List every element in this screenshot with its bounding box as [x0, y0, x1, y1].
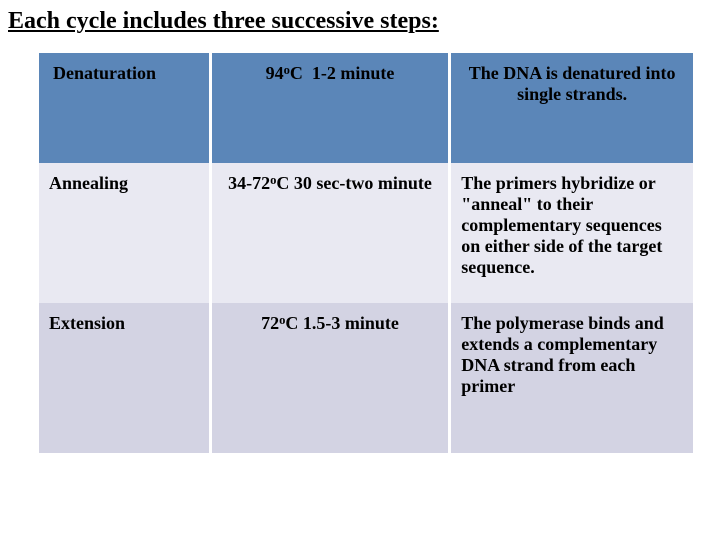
cell-step: Denaturation: [39, 53, 209, 163]
table-row: Annealing 34-72oC 30 sec-two minute The …: [39, 163, 693, 303]
table-row: Denaturation 94oC 1-2 minute The DNA is …: [39, 53, 693, 163]
table-row: Extension 72oC 1.5-3 minute The polymera…: [39, 303, 693, 453]
cell-step: Extension: [39, 303, 209, 453]
cell-desc: The DNA is denatured into single strands…: [451, 53, 693, 163]
page-title: Each cycle includes three successive ste…: [8, 8, 714, 35]
cell-temp: 34-72oC 30 sec-two minute: [212, 163, 449, 303]
temp-text: 34-72oC 30 sec-two minute: [228, 173, 432, 193]
cell-temp: 94oC 1-2 minute: [212, 53, 449, 163]
cell-desc: The primers hybridize or "anneal" to the…: [451, 163, 693, 303]
temp-text: 72oC 1.5-3 minute: [261, 313, 399, 333]
cell-temp: 72oC 1.5-3 minute: [212, 303, 449, 453]
pcr-steps-table: Denaturation 94oC 1-2 minute The DNA is …: [36, 53, 696, 453]
temp-text: 94oC 1-2 minute: [266, 63, 395, 83]
cell-desc: The polymerase binds and extends a compl…: [451, 303, 693, 453]
cell-step: Annealing: [39, 163, 209, 303]
